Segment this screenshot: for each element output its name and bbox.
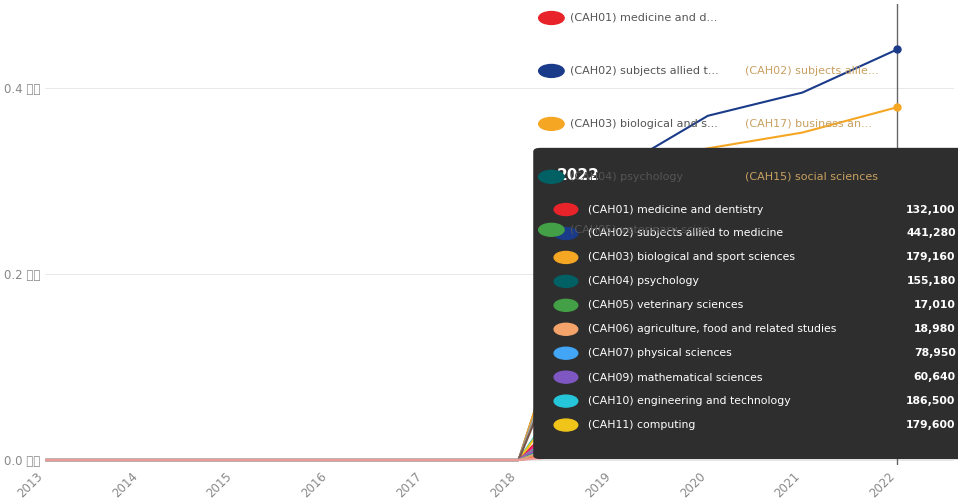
Circle shape bbox=[538, 170, 564, 183]
Point bbox=[889, 103, 904, 111]
Point bbox=[889, 219, 904, 227]
Text: 155,180: 155,180 bbox=[906, 276, 956, 286]
Text: (CAH07) physical sciences: (CAH07) physical sciences bbox=[588, 348, 732, 358]
Circle shape bbox=[554, 204, 578, 216]
Text: (CAH11) computing: (CAH11) computing bbox=[588, 420, 696, 430]
Text: (CAH06) agriculture, food and related studies: (CAH06) agriculture, food and related st… bbox=[588, 324, 836, 334]
Text: (CAH01) medicine and d...: (CAH01) medicine and d... bbox=[570, 13, 718, 23]
Circle shape bbox=[554, 323, 578, 335]
Text: 132,100: 132,100 bbox=[906, 205, 956, 215]
FancyBboxPatch shape bbox=[534, 148, 958, 459]
Point bbox=[889, 172, 904, 180]
Text: (CAH03) biological and sport sciences: (CAH03) biological and sport sciences bbox=[588, 253, 795, 263]
Circle shape bbox=[554, 227, 578, 239]
Text: 17,010: 17,010 bbox=[914, 300, 956, 310]
Text: (CAH04) psychology: (CAH04) psychology bbox=[570, 172, 684, 182]
Circle shape bbox=[538, 223, 564, 236]
Circle shape bbox=[554, 347, 578, 359]
Circle shape bbox=[554, 299, 578, 311]
Circle shape bbox=[538, 117, 564, 131]
Text: (CAH05) veterinary scien...: (CAH05) veterinary scien... bbox=[570, 225, 721, 235]
Text: 441,280: 441,280 bbox=[906, 228, 956, 238]
Text: (CAH15) social sciences: (CAH15) social sciences bbox=[745, 172, 878, 182]
Point bbox=[889, 333, 904, 341]
Circle shape bbox=[538, 65, 564, 78]
Circle shape bbox=[554, 275, 578, 287]
Text: 18,980: 18,980 bbox=[914, 324, 956, 334]
Text: (CAH02) subjects allied t...: (CAH02) subjects allied t... bbox=[570, 66, 719, 76]
Point bbox=[889, 160, 904, 168]
Text: 179,600: 179,600 bbox=[906, 420, 956, 430]
Text: 186,500: 186,500 bbox=[906, 396, 956, 406]
Circle shape bbox=[554, 251, 578, 264]
Text: 78,950: 78,950 bbox=[914, 348, 956, 358]
Text: (CAH03) biological and s...: (CAH03) biological and s... bbox=[570, 119, 718, 129]
Point bbox=[889, 45, 904, 53]
Text: (CAH02) subjects allie...: (CAH02) subjects allie... bbox=[745, 66, 878, 76]
Text: (CAH05) veterinary sciences: (CAH05) veterinary sciences bbox=[588, 300, 743, 310]
Text: 60,640: 60,640 bbox=[914, 372, 956, 382]
Text: (CAH09) mathematical sciences: (CAH09) mathematical sciences bbox=[588, 372, 763, 382]
Text: (CAH02) subjects allied to medicine: (CAH02) subjects allied to medicine bbox=[588, 228, 783, 238]
Text: (CAH04) psychology: (CAH04) psychology bbox=[588, 276, 698, 286]
Text: 179,160: 179,160 bbox=[906, 253, 956, 263]
Text: (CAH17) business an...: (CAH17) business an... bbox=[745, 119, 872, 129]
Text: 2022: 2022 bbox=[557, 168, 600, 182]
Circle shape bbox=[554, 419, 578, 431]
Circle shape bbox=[538, 12, 564, 24]
Text: (CAH01) medicine and dentistry: (CAH01) medicine and dentistry bbox=[588, 205, 763, 215]
Circle shape bbox=[554, 371, 578, 383]
Text: (CAH10) engineering and technology: (CAH10) engineering and technology bbox=[588, 396, 790, 406]
Circle shape bbox=[554, 395, 578, 407]
